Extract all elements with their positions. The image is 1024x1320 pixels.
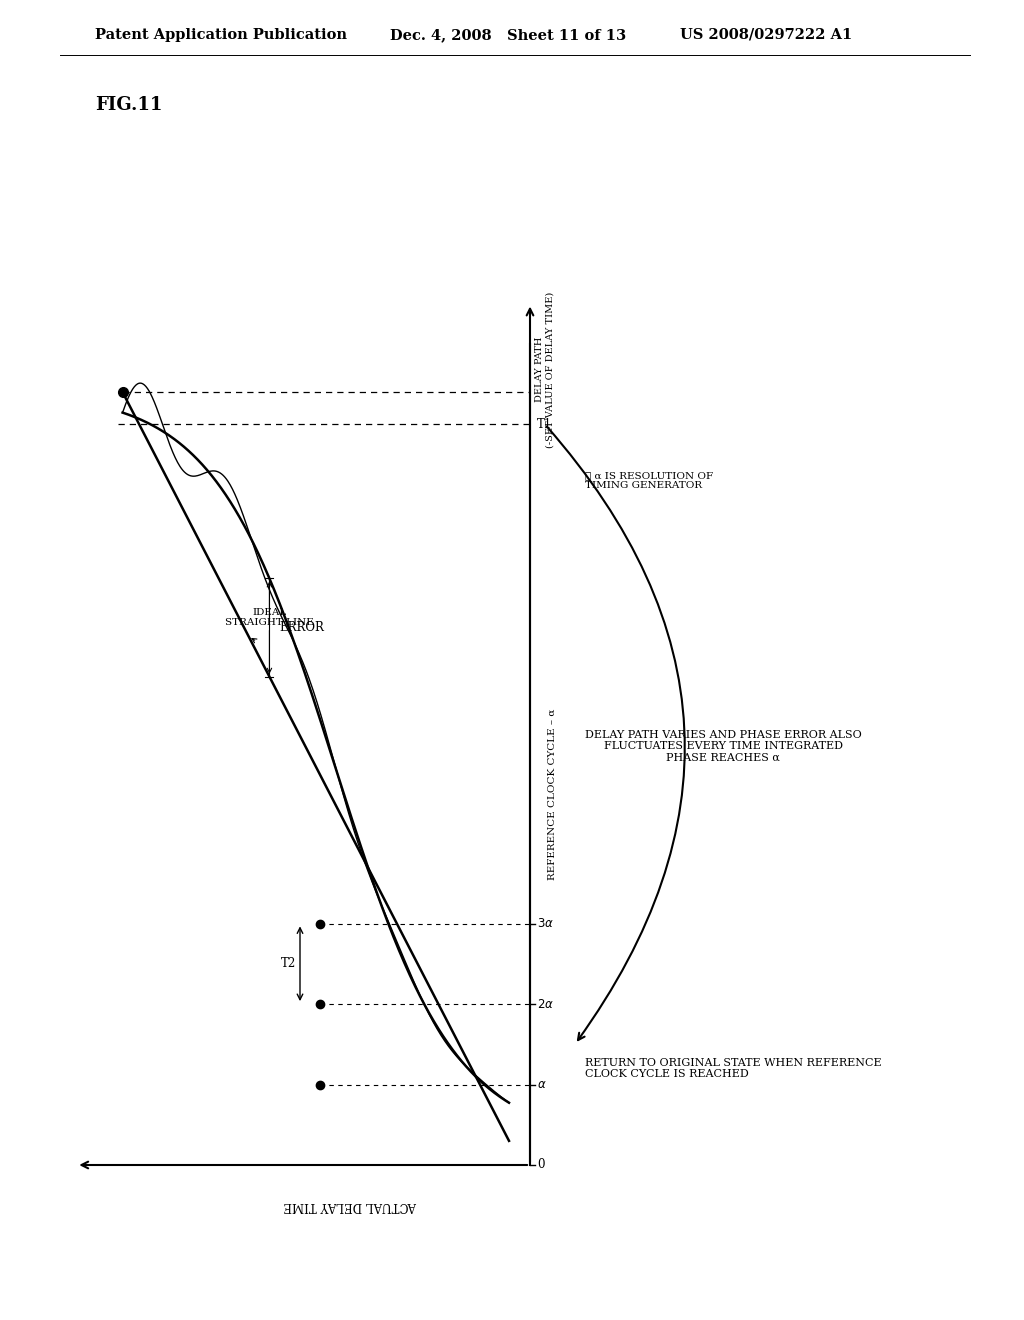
Text: RETURN TO ORIGINAL STATE WHEN REFERENCE
CLOCK CYCLE IS REACHED: RETURN TO ORIGINAL STATE WHEN REFERENCE … xyxy=(585,1057,882,1080)
Text: Dec. 4, 2008   Sheet 11 of 13: Dec. 4, 2008 Sheet 11 of 13 xyxy=(390,28,626,42)
Text: ERROR: ERROR xyxy=(280,622,325,634)
Text: REFERENCE CLOCK CYCLE – α: REFERENCE CLOCK CYCLE – α xyxy=(548,709,556,880)
Text: IDEAL
STRAIGHT LINE: IDEAL STRAIGHT LINE xyxy=(225,609,314,627)
Text: $\alpha$: $\alpha$ xyxy=(537,1078,547,1092)
Text: $3\alpha$: $3\alpha$ xyxy=(537,917,554,931)
Text: FIG.11: FIG.11 xyxy=(95,96,163,114)
Text: DELAY PATH VARIES AND PHASE ERROR ALSO
FLUCTUATES EVERY TIME INTEGRATED
PHASE RE: DELAY PATH VARIES AND PHASE ERROR ALSO F… xyxy=(585,730,862,763)
Text: T1: T1 xyxy=(537,418,552,430)
Text: ACTUAL DELAY TIME: ACTUAL DELAY TIME xyxy=(284,1199,417,1212)
Text: T2: T2 xyxy=(281,957,296,970)
Text: Patent Application Publication: Patent Application Publication xyxy=(95,28,347,42)
Text: 0: 0 xyxy=(537,1159,545,1172)
Text: ※ α IS RESOLUTION OF
TIMING GENERATOR: ※ α IS RESOLUTION OF TIMING GENERATOR xyxy=(585,471,713,491)
Text: $2\alpha$: $2\alpha$ xyxy=(537,998,554,1011)
Text: DELAY PATH
(-SET VALUE OF DELAY TIME): DELAY PATH (-SET VALUE OF DELAY TIME) xyxy=(535,292,554,447)
Text: US 2008/0297222 A1: US 2008/0297222 A1 xyxy=(680,28,852,42)
